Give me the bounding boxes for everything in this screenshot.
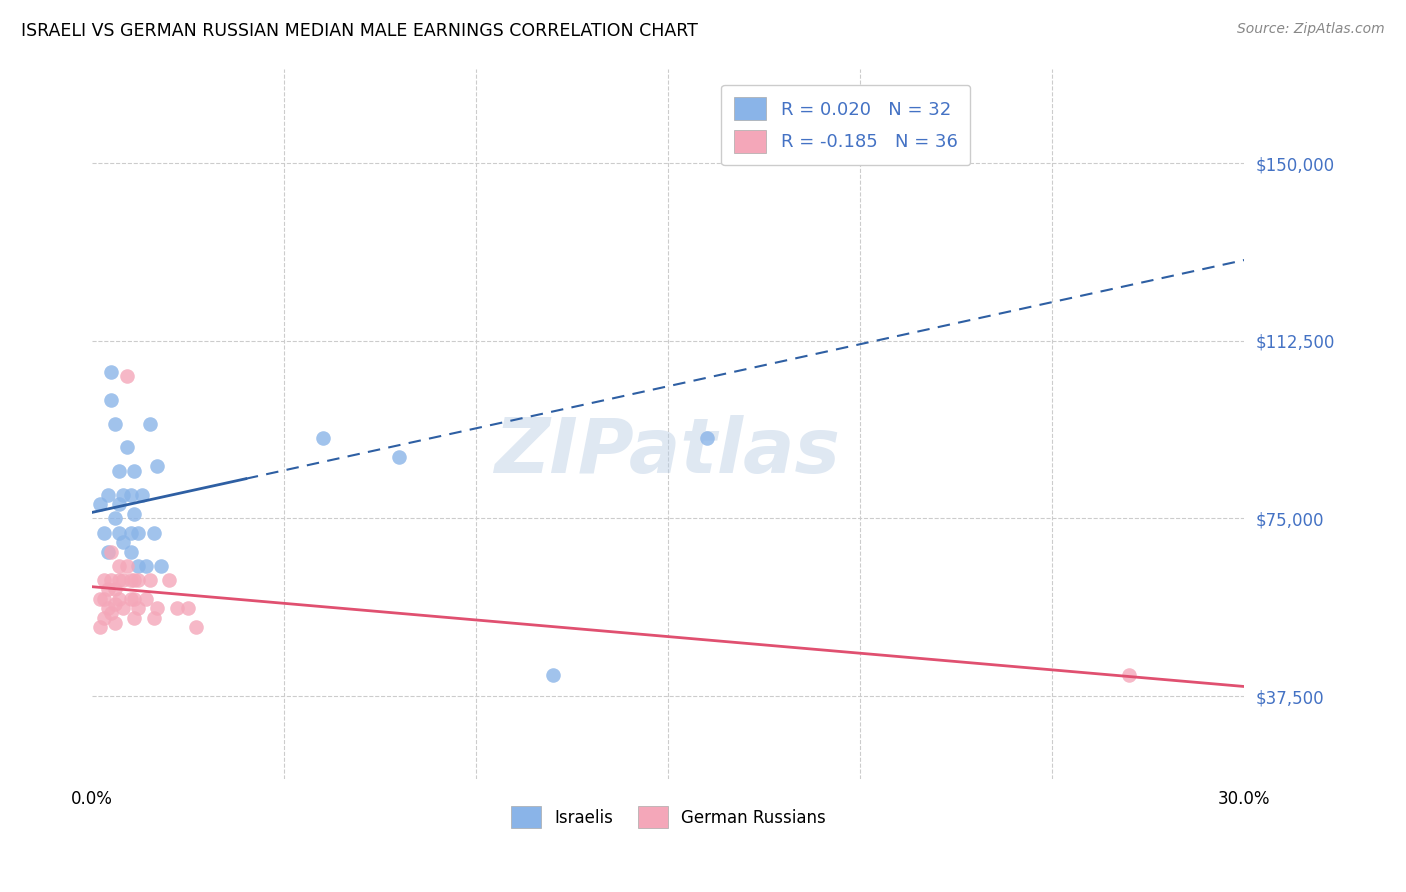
Point bbox=[108, 525, 131, 540]
Point bbox=[111, 488, 134, 502]
Point bbox=[89, 497, 111, 511]
Point bbox=[127, 525, 149, 540]
Point bbox=[541, 667, 564, 681]
Point bbox=[120, 573, 142, 587]
Point bbox=[157, 573, 180, 587]
Point bbox=[93, 573, 115, 587]
Point bbox=[100, 606, 122, 620]
Point bbox=[124, 591, 146, 606]
Point bbox=[127, 601, 149, 615]
Point bbox=[120, 544, 142, 558]
Text: ISRAELI VS GERMAN RUSSIAN MEDIAN MALE EARNINGS CORRELATION CHART: ISRAELI VS GERMAN RUSSIAN MEDIAN MALE EA… bbox=[21, 22, 697, 40]
Point bbox=[89, 620, 111, 634]
Point bbox=[100, 392, 122, 407]
Point bbox=[146, 601, 169, 615]
Point bbox=[150, 558, 173, 573]
Point bbox=[142, 525, 165, 540]
Point bbox=[184, 620, 207, 634]
Point bbox=[311, 431, 333, 445]
Point bbox=[93, 591, 115, 606]
Point bbox=[139, 573, 162, 587]
Point bbox=[104, 615, 127, 630]
Point bbox=[111, 535, 134, 549]
Point bbox=[388, 450, 411, 464]
Point bbox=[135, 591, 157, 606]
Point bbox=[104, 417, 127, 431]
Point bbox=[104, 582, 127, 597]
Point bbox=[104, 511, 127, 525]
Point bbox=[124, 464, 146, 478]
Point bbox=[135, 558, 157, 573]
Point bbox=[696, 431, 718, 445]
Point bbox=[115, 558, 138, 573]
Point bbox=[108, 573, 131, 587]
Point bbox=[120, 488, 142, 502]
Point bbox=[124, 507, 146, 521]
Point bbox=[166, 601, 188, 615]
Point bbox=[96, 488, 118, 502]
Point bbox=[93, 611, 115, 625]
Point bbox=[96, 601, 118, 615]
Text: Source: ZipAtlas.com: Source: ZipAtlas.com bbox=[1237, 22, 1385, 37]
Point bbox=[127, 573, 149, 587]
Point bbox=[104, 597, 127, 611]
Point bbox=[96, 582, 118, 597]
Point bbox=[177, 601, 200, 615]
Point bbox=[108, 558, 131, 573]
Point bbox=[108, 497, 131, 511]
Point bbox=[146, 459, 169, 474]
Point bbox=[127, 558, 149, 573]
Point bbox=[108, 464, 131, 478]
Point bbox=[139, 417, 162, 431]
Legend: Israelis, German Russians: Israelis, German Russians bbox=[503, 800, 832, 835]
Point bbox=[100, 573, 122, 587]
Point bbox=[124, 573, 146, 587]
Point bbox=[111, 573, 134, 587]
Point bbox=[131, 488, 153, 502]
Point bbox=[96, 544, 118, 558]
Point bbox=[142, 611, 165, 625]
Point bbox=[111, 601, 134, 615]
Point bbox=[120, 525, 142, 540]
Point bbox=[100, 365, 122, 379]
Point bbox=[120, 591, 142, 606]
Point bbox=[100, 544, 122, 558]
Point bbox=[1118, 667, 1140, 681]
Point bbox=[108, 591, 131, 606]
Text: ZIPatlas: ZIPatlas bbox=[495, 415, 841, 489]
Point bbox=[89, 591, 111, 606]
Point bbox=[115, 441, 138, 455]
Point bbox=[124, 611, 146, 625]
Point bbox=[925, 132, 948, 146]
Point bbox=[115, 369, 138, 384]
Point bbox=[93, 525, 115, 540]
